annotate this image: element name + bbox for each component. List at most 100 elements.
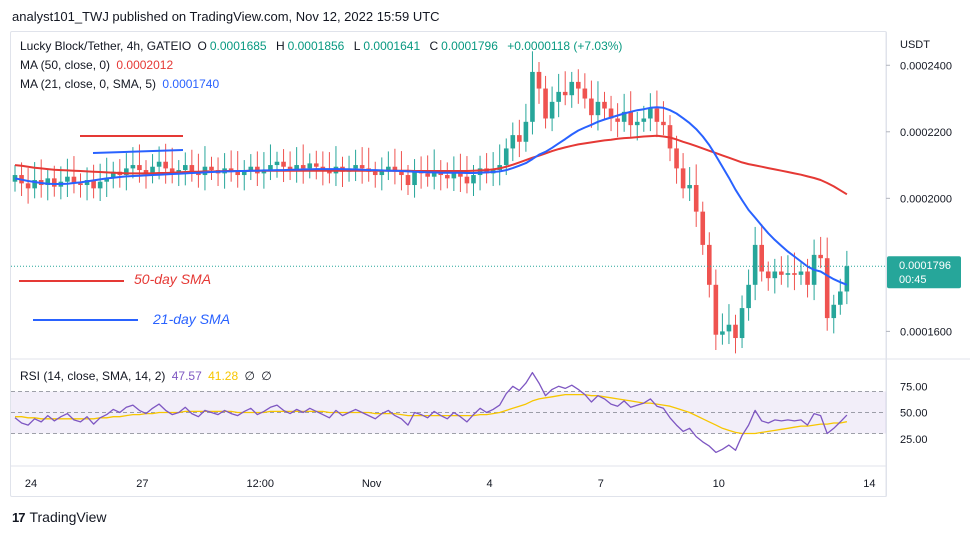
candle-body <box>104 178 109 182</box>
candle-body <box>445 175 450 179</box>
candle-body <box>268 165 273 171</box>
price-tick-label: 0.0002400 <box>900 60 952 72</box>
candle-body <box>71 176 77 184</box>
candle-body <box>595 101 601 116</box>
rsi-tick-label: 25.00 <box>900 434 928 446</box>
candle-body <box>464 176 470 184</box>
candle-body <box>294 165 299 171</box>
candle-body <box>549 101 555 119</box>
candle-body <box>792 273 797 275</box>
main-legend: Lucky Block/Tether, 4h, GATEIO O 0.000168… <box>20 39 625 53</box>
candle-body <box>582 88 588 99</box>
candle-body <box>648 108 653 119</box>
candle-body <box>707 244 712 285</box>
candle-body <box>163 161 168 169</box>
close-label: C <box>429 39 439 53</box>
candle-body <box>359 165 365 169</box>
low-label: L <box>353 39 361 53</box>
candle-body <box>189 165 195 172</box>
candle-body <box>844 266 850 292</box>
tradingview-logo-icon: 17 <box>12 509 26 525</box>
time-tick-label: 12:00 <box>246 478 274 490</box>
candle-body <box>569 81 575 96</box>
candle-body <box>307 163 313 169</box>
candle-body <box>608 108 614 119</box>
candle-body <box>274 161 280 166</box>
ma21-value: 0.0001740 <box>162 77 220 91</box>
candle-body <box>510 135 516 149</box>
time-tick-label: 7 <box>598 478 604 490</box>
candle-body <box>824 258 830 319</box>
close-value: 0.0001796 <box>441 39 498 53</box>
low-value: 0.0001641 <box>363 39 421 53</box>
time-tick-label: 10 <box>713 478 725 490</box>
candle-body <box>576 81 581 89</box>
candle-body <box>654 108 660 122</box>
candle-body <box>412 171 417 186</box>
candle-body <box>838 291 843 305</box>
candle-body <box>503 148 509 166</box>
candle-body <box>589 98 594 116</box>
last-price-label: 0.0001796 <box>899 260 951 272</box>
candle-body <box>458 171 463 177</box>
candle-body <box>726 324 732 332</box>
candle-body <box>327 170 332 174</box>
candle-body <box>183 165 188 171</box>
candle-body <box>615 118 620 122</box>
candle-body <box>12 175 18 182</box>
candle-body <box>451 171 457 179</box>
rsi-extra-2: ∅ <box>261 369 272 383</box>
high-value: 0.0001856 <box>287 39 345 53</box>
candle-body <box>78 183 83 186</box>
price-tick-label: 0.0002000 <box>900 193 952 205</box>
candle-body <box>65 176 70 182</box>
symbol-label: Lucky Block/Tether, 4h, GATEIO <box>20 39 192 53</box>
rsi-line <box>14 371 848 454</box>
candle-body <box>641 118 647 122</box>
candle-body <box>287 166 293 171</box>
rsi-tick-label: 75.00 <box>900 381 928 393</box>
time-tick-label: Nov <box>362 478 382 490</box>
ma50-value: 0.0002012 <box>116 58 174 72</box>
candle-body <box>471 175 476 184</box>
candle-body <box>235 171 240 176</box>
candle-body <box>97 181 103 189</box>
candle-body <box>45 178 51 186</box>
candle-body <box>602 101 607 109</box>
candle-body <box>556 91 561 102</box>
change-value: +0.0000118 (+7.03%) <box>507 39 623 53</box>
candle-body <box>137 165 142 171</box>
price-tick-label: 0.0002200 <box>900 127 952 139</box>
candle-body <box>805 271 810 285</box>
candle-body <box>150 166 155 174</box>
rsi-sma-line <box>15 393 848 435</box>
footer-brand[interactable]: 17 TradingView <box>12 509 107 525</box>
candle-body <box>779 271 784 275</box>
candle-body <box>379 170 385 176</box>
ma21-line <box>14 106 848 286</box>
candle-body <box>517 135 522 142</box>
ma21-label: MA (21, close, 0, SMA, 5) <box>20 77 157 91</box>
candle-body <box>543 88 548 119</box>
ma50-label: MA (50, close, 0) <box>20 58 111 72</box>
candle-body <box>372 171 378 176</box>
publish-info: analyst101_TWJ published on TradingView.… <box>12 9 440 24</box>
candle-body <box>386 166 391 171</box>
candle-body <box>746 284 751 309</box>
annotation-50-day-sma: 50-day SMA <box>134 271 211 287</box>
candle-body <box>52 178 57 187</box>
rsi-label: RSI (14, close, SMA, 14, 2) <box>20 369 166 383</box>
candle-body <box>399 171 404 176</box>
time-tick-label: 4 <box>486 478 492 490</box>
candle-body <box>634 121 640 126</box>
candle-body <box>693 185 699 212</box>
candle-body <box>562 91 568 96</box>
rsi-sma-value: 41.28 <box>208 369 239 383</box>
candle-body <box>84 180 90 186</box>
currency-label: USDT <box>900 39 930 51</box>
price-tick-label: 0.0001600 <box>900 326 952 338</box>
candle-body <box>25 183 31 189</box>
candle-body <box>523 121 529 142</box>
candle-body <box>621 111 627 122</box>
